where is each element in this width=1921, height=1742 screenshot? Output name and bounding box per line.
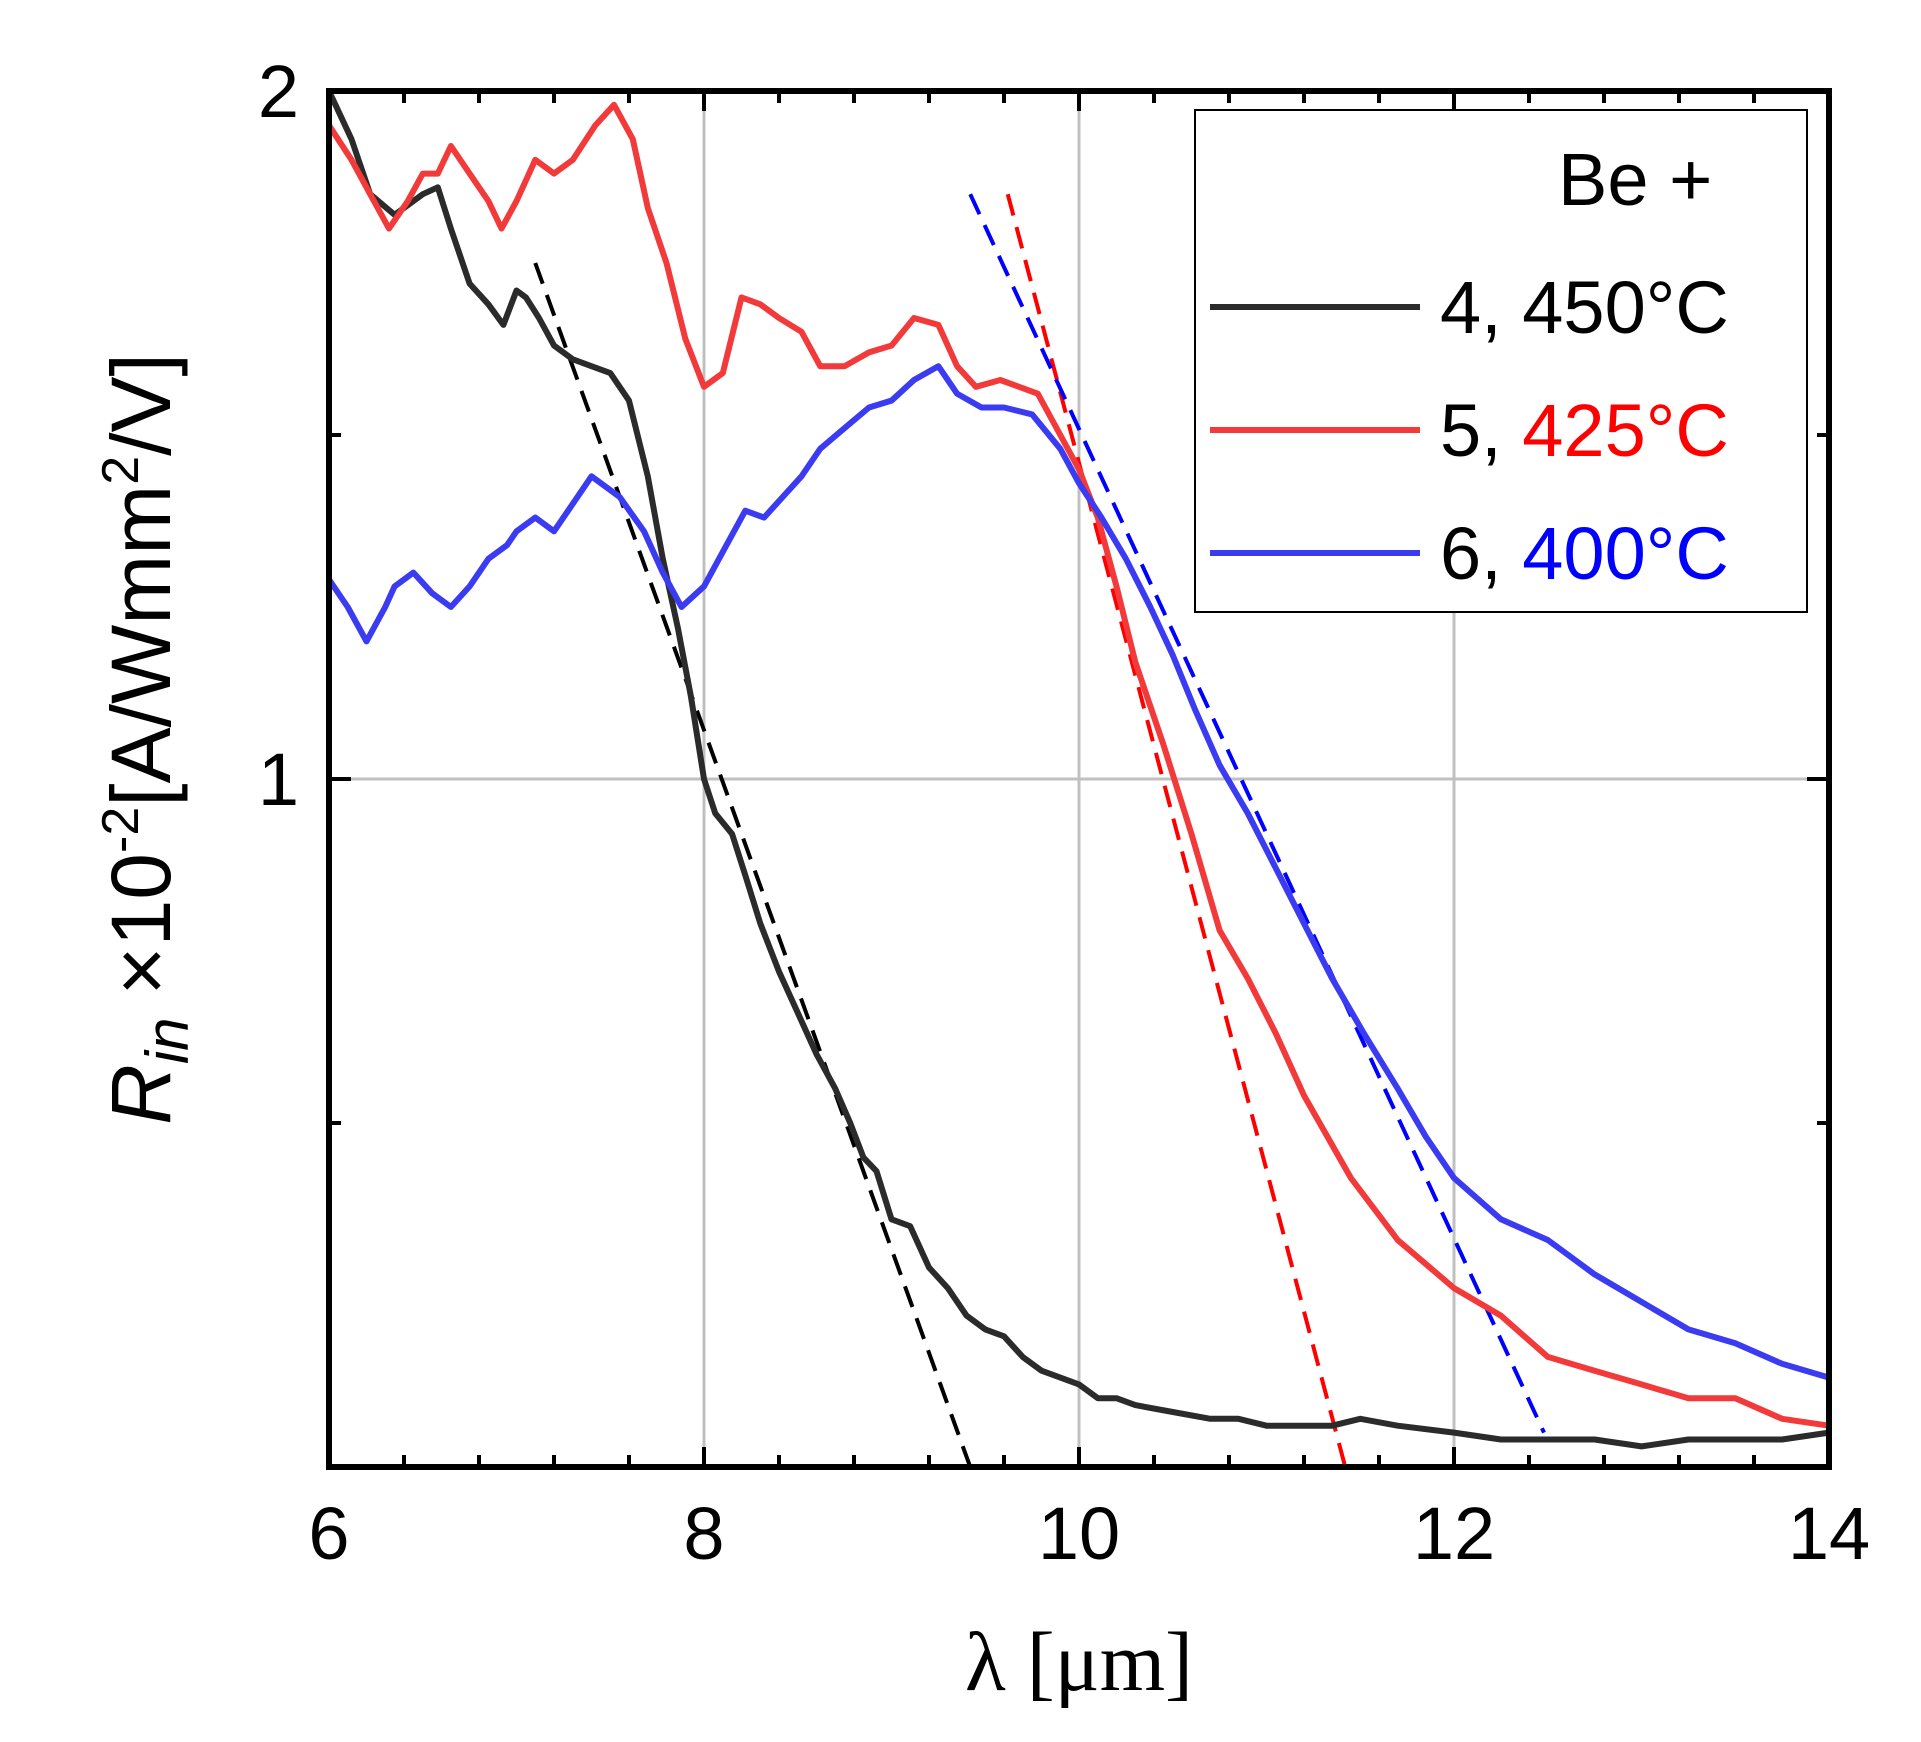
legend-title: Be + (1558, 138, 1712, 221)
y-label-multiplier: ×10 (94, 853, 188, 996)
legend-box (1194, 109, 1808, 613)
axis-ticks (327, 91, 1831, 1467)
y-tick-label-1: 1 (258, 738, 299, 821)
y-label-subscript: in (134, 1017, 201, 1064)
x-tick-label-10: 10 (1038, 1492, 1120, 1575)
x-axis-label: λ [μm] (965, 1616, 1193, 1709)
y-label-unit-close: /V] (94, 353, 188, 456)
series-line-3 (326, 363, 1832, 1381)
legend-entry-1: 4, 450°C (1440, 266, 1729, 349)
series-line-1 (326, 88, 1832, 1450)
y-label-symbol: R (94, 1064, 188, 1125)
data-series (326, 88, 1832, 1450)
x-tick-label-8: 8 (683, 1492, 724, 1575)
fit-line-1 (533, 262, 973, 1468)
x-tick-label-6: 6 (308, 1492, 349, 1575)
y-axis-label: Rin ×10-2[A/Wmm2/V] (92, 353, 201, 1125)
x-tick-label-12: 12 (1413, 1492, 1495, 1575)
legend-entry-prefix: 5, (1440, 389, 1522, 472)
legend-entry-3: 6, 400°C (1440, 512, 1729, 595)
y-tick-label-2: 2 (258, 50, 299, 133)
y-label-unit-open: [A/Wmm (94, 485, 188, 807)
y-label-exponent: -2 (92, 807, 150, 853)
legend-entry-label: 400°C (1522, 512, 1729, 595)
legend-entry-label: 450°C (1522, 266, 1729, 349)
legend-entry-prefix: 4, (1440, 266, 1522, 349)
series-line-2 (326, 101, 1832, 1429)
fit-lines (533, 193, 1546, 1468)
fit-line-3 (968, 193, 1546, 1434)
legend-entry-2: 5, 425°C (1440, 389, 1729, 472)
legend: Be + 4, 450°C5, 425°C6, 400°C (1194, 109, 1808, 613)
x-tick-label-14: 14 (1788, 1492, 1870, 1575)
x-tick-labels: 6 8 10 12 14 (308, 1492, 1870, 1575)
y-label-unit-exponent: 2 (92, 456, 150, 485)
fit-line-2 (1005, 193, 1348, 1468)
legend-entry-prefix: 6, (1440, 512, 1522, 595)
legend-entry-label: 425°C (1522, 389, 1729, 472)
y-tick-labels: 12 (258, 50, 299, 821)
